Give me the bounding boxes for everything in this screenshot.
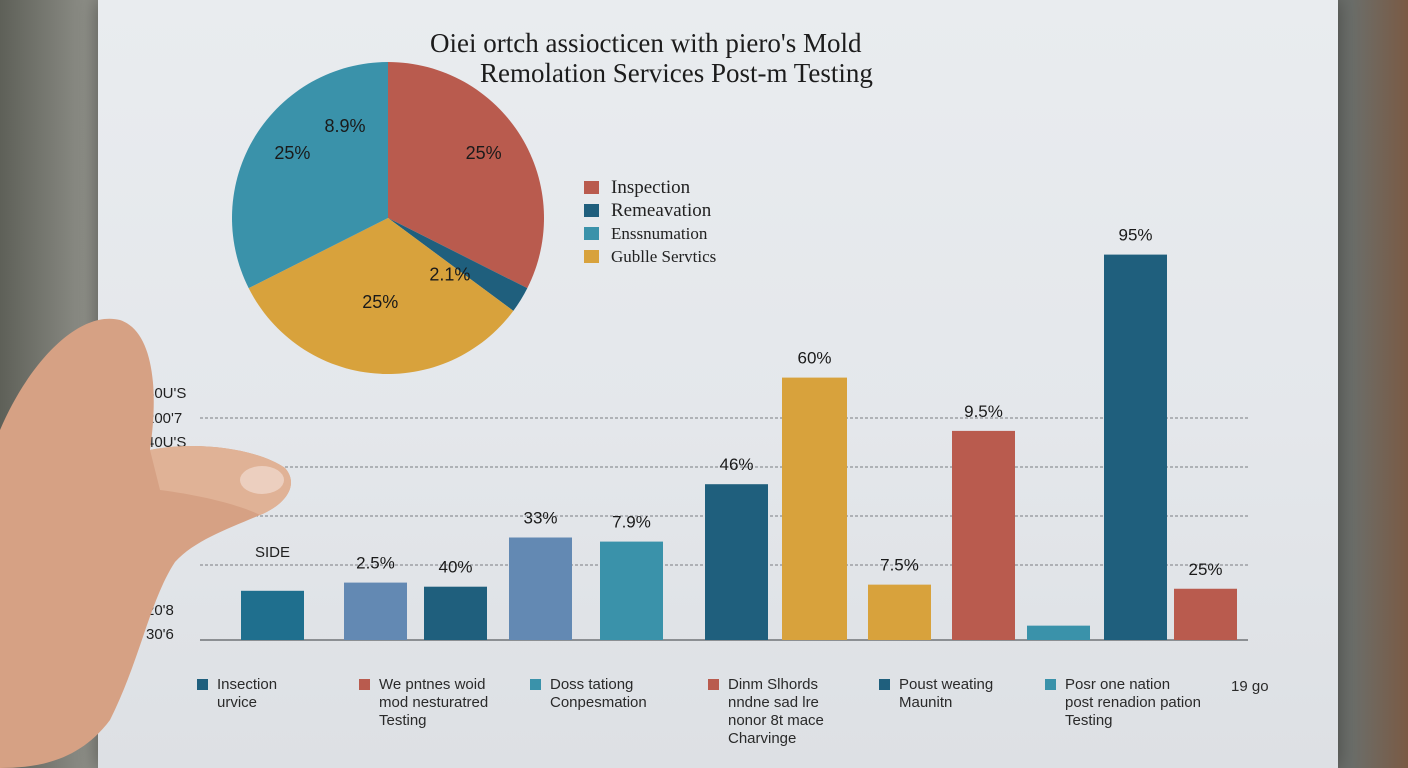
bar-value-label: 7.5% [880, 556, 919, 575]
bar-value-label: 95% [1118, 226, 1152, 245]
legend-label: We pntnes woid mod nesturatred Testing [379, 676, 489, 729]
side-label: SIDE [255, 544, 290, 561]
bar [600, 541, 663, 640]
bar [868, 584, 931, 640]
legend-label: Doss tationg Conpesmation [550, 676, 647, 711]
title-line-2: Remolation Services Post-m Testing [480, 58, 873, 88]
bar-legend-item: Insection urvice [197, 676, 277, 712]
bar-legend-item: We pntnes woid mod nesturatred Testing [359, 676, 488, 730]
legend-swatch [879, 679, 890, 690]
bar-chart: 2.5% 40% 33% 7.9% 46% 60% 7.5% 9.5% 95% 25% [241, 226, 1237, 640]
legend-label: Gublle Servtics [611, 246, 717, 266]
bar-value-label: 60% [797, 349, 831, 368]
bar-legend-item: Dinm Slhords nndne sad lre nonor 8t mace… [708, 676, 824, 748]
bar [344, 582, 407, 640]
pie-annotation: 8.9% [324, 116, 365, 136]
hand-image [0, 318, 291, 768]
legend-swatch [584, 227, 599, 240]
title-line-1: Oiei ortch assiocticen with piero's Mold [430, 28, 862, 58]
bar [782, 377, 847, 640]
y-tick-label: 200'7 [146, 410, 182, 427]
bar-legend-item: Posr one nation post renadion pation Tes… [1045, 676, 1201, 730]
bar [424, 586, 487, 640]
legend-swatch [584, 250, 599, 263]
legend-label: Posr one nation post renadion pation Tes… [1065, 676, 1201, 729]
bar-legend-item: Poust weating Maunitn [879, 676, 993, 712]
y-tick-label: 30'6 [146, 626, 174, 643]
bar-legend-item: Doss tationg Conpesmation [530, 676, 647, 712]
bar-value-label: 25% [1188, 560, 1222, 579]
legend-label: Insection urvice [217, 676, 278, 711]
pie-legend: Inspection Remeavation Enssnumation Gubl… [584, 176, 716, 268]
bar [241, 590, 304, 640]
thumbnail [240, 466, 284, 494]
pie-slice-label: 2.1% [429, 264, 470, 284]
y-tick-label: 30U'S [146, 385, 186, 402]
pie-slice [388, 62, 544, 289]
bar [705, 484, 768, 640]
pie-slice [388, 218, 528, 311]
legend-label: Enssnumation [611, 223, 708, 243]
bar-value-label: 46% [719, 455, 753, 474]
legend-label: Inspection [611, 176, 691, 198]
pie-chart: 25% 2.1% 25% 25% 8.9% [231, 62, 544, 375]
pie-slice [248, 218, 514, 375]
bar-legend: Insection urvice We pntnes woid mod nest… [0, 676, 1408, 768]
legend-swatch [359, 679, 370, 690]
pie-legend-item: Remeavation [584, 199, 716, 222]
bar [1174, 588, 1237, 640]
bar-value-label: 2.5% [356, 554, 395, 573]
pie-slice [231, 62, 388, 289]
thumb-shape [150, 446, 291, 515]
legend-swatch [708, 679, 719, 690]
pie-slice-label: 25% [466, 143, 502, 163]
legend-label: Poust weating Maunitn [899, 676, 994, 711]
pie-legend-item: Enssnumation [584, 222, 716, 245]
pie-slice-label: 25% [274, 143, 310, 163]
bar [952, 430, 1015, 640]
bar [509, 537, 572, 640]
pie-legend-item: Gublle Servtics [584, 245, 716, 268]
bar-value-label: 7.9% [612, 513, 651, 532]
bar-value-label: 33% [523, 509, 557, 528]
pie-slice-label: 25% [362, 292, 398, 312]
legend-swatch [197, 679, 208, 690]
legend-label: Dinm Slhords nndne sad lre nonor 8t mace… [728, 676, 824, 747]
legend-swatch [1045, 679, 1056, 690]
bar [1104, 254, 1167, 640]
legend-swatch [584, 204, 599, 217]
pie-legend-item: Inspection [584, 176, 716, 199]
hand-shape [0, 318, 291, 768]
bar-value-label: 40% [438, 558, 472, 577]
page-number: 19 go [1231, 678, 1269, 695]
bar [1027, 625, 1090, 640]
legend-swatch [530, 679, 541, 690]
legend-label: Remeavation [611, 199, 712, 221]
legend-swatch [584, 181, 599, 194]
bar-value-label: 9.5% [964, 402, 1003, 421]
